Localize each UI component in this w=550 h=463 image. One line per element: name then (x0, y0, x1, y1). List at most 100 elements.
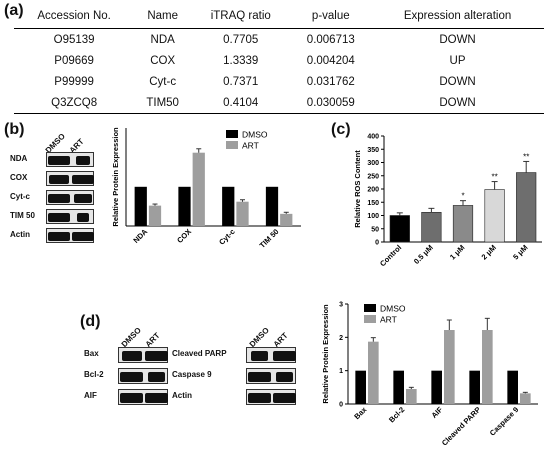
blot-band (144, 393, 169, 403)
y-tick-label: 0 (339, 402, 343, 409)
x-tick-label: 2 μM (480, 243, 498, 261)
blot-band (121, 351, 142, 361)
table-cell: 0.7371 (223, 76, 259, 88)
y-tick-label: 2 (339, 335, 343, 342)
panel-label-b: (b) (4, 121, 25, 138)
y-tick-label: 0 (375, 240, 379, 247)
blot-row-label: Actin (10, 229, 30, 239)
y-tick-label: 3 (339, 302, 343, 309)
table-header: Expression alteration (371, 8, 544, 29)
blot-row (246, 368, 296, 384)
x-tick-label: 5 μM (511, 243, 529, 261)
significance-marker: ** (523, 152, 529, 161)
blot-band (247, 372, 272, 382)
chart-c: Relative ROS Content 0 50 100 150 200 250 300 35… (353, 134, 542, 268)
table-cell: 0.031762 (306, 76, 355, 88)
x-tick-label: 1 μM (448, 243, 466, 261)
table-cell: Cyt-c (149, 76, 177, 88)
table-header: Accession No. (14, 8, 135, 29)
blot-band (120, 372, 143, 382)
legend-swatch-dmso (226, 130, 238, 138)
blot-row (46, 190, 94, 205)
blot-row-label: NDA (10, 153, 28, 163)
table-row: O95139 NDA 0.7705 0.006713 DOWN (14, 29, 544, 51)
x-tick-label: Bcl-2 (387, 405, 406, 424)
blot-band (71, 232, 95, 241)
y-tick-label: 350 (367, 147, 379, 154)
x-tick-label: Cleaved PARP (440, 405, 483, 448)
table-header: Name (134, 8, 192, 29)
table-row: P09669 COX 1.3339 0.004204 UP (14, 50, 544, 71)
y-tick-label: 150 (367, 200, 379, 207)
table-cell: O95139 (53, 34, 95, 46)
blot-band (48, 213, 70, 222)
x-tick-label: NDA (131, 227, 149, 245)
blot-band (247, 393, 272, 403)
y-tick-label: 300 (367, 160, 379, 167)
bar (452, 205, 474, 243)
table-header: p-value (290, 8, 372, 29)
blot-row (46, 171, 95, 186)
blot-row-label: COX (10, 172, 28, 182)
bar-art (280, 213, 293, 226)
bar (389, 215, 410, 243)
bar-art (482, 330, 493, 404)
bar-dmso (431, 370, 442, 404)
table-header-row: Accession No. Name iTRAQ ratio p-value E… (14, 8, 544, 29)
table-row: Q3ZCQ8 TIM50 0.4104 0.030059 DOWN (14, 92, 544, 114)
significance-marker: ** (491, 173, 497, 182)
blot-band (49, 175, 69, 184)
table-cell: DOWN (439, 34, 476, 46)
blot-band (250, 351, 269, 361)
x-tick-label: Caspase 9 (488, 405, 521, 438)
table-cell: DOWN (371, 92, 544, 114)
panel-label-c: (c) (331, 121, 351, 138)
y-axis-label: Relative Protein Expression (111, 127, 120, 227)
blot-row (46, 209, 94, 224)
bar (421, 212, 442, 243)
chart-d: Relative Protein Expression 0 1 2 3 Bax Bcl-2 A… (321, 302, 538, 448)
table-header: iTRAQ ratio (191, 8, 291, 29)
bar-art (520, 393, 531, 404)
table-cell: NDA (150, 34, 175, 46)
bar-dmso (222, 186, 235, 226)
legend-label: ART (380, 315, 397, 325)
blot-band (77, 213, 89, 222)
table-cell: 0.030059 (290, 92, 372, 114)
chart-b: Relative Protein Expression NDA COX Cyt-c TI… (111, 127, 301, 250)
bar-art (236, 201, 249, 226)
blot-band (48, 194, 70, 203)
x-tick-label: Control (378, 243, 403, 268)
bar-art (444, 330, 455, 404)
bar (484, 189, 505, 243)
table-row: P99999 Cyt-c 0.7371 0.031762 DOWN (14, 71, 544, 92)
y-axis-label: Relative ROS Content (353, 150, 362, 228)
legend-label: DMSO (242, 130, 268, 140)
y-tick-label: 100 (367, 213, 379, 220)
panel-label-d: (d) (80, 313, 101, 330)
bar-art (148, 205, 162, 226)
bar-art (368, 341, 379, 404)
lane-label-dmso: DMSO (119, 325, 143, 349)
blot-band (74, 194, 92, 203)
blot-band (75, 156, 91, 165)
bar-dmso (469, 370, 480, 404)
legend-label: ART (242, 141, 259, 151)
y-tick-label: 250 (367, 173, 379, 180)
accession-table: Accession No. Name iTRAQ ratio p-value E… (14, 8, 544, 114)
table-cell: 0.7705 (223, 34, 259, 46)
x-tick-label: Bax (352, 404, 369, 421)
blot-row-label: Actin (172, 391, 192, 400)
x-tick-label: Cyt-c (217, 227, 237, 247)
blot-row-label: Caspase 9 (172, 370, 212, 379)
bar-art (406, 389, 417, 404)
bar-dmso (134, 186, 147, 226)
bar (516, 172, 537, 243)
table-cell: Q3ZCQ8 (14, 92, 135, 114)
blot-row-label: Cleaved PARP (172, 349, 227, 358)
x-tick-label: TIM 50 (258, 227, 281, 250)
blot-band (48, 156, 70, 165)
y-tick-label: 1 (339, 368, 343, 375)
legend-swatch-art (226, 141, 238, 149)
table-cell: TIM50 (134, 92, 192, 114)
